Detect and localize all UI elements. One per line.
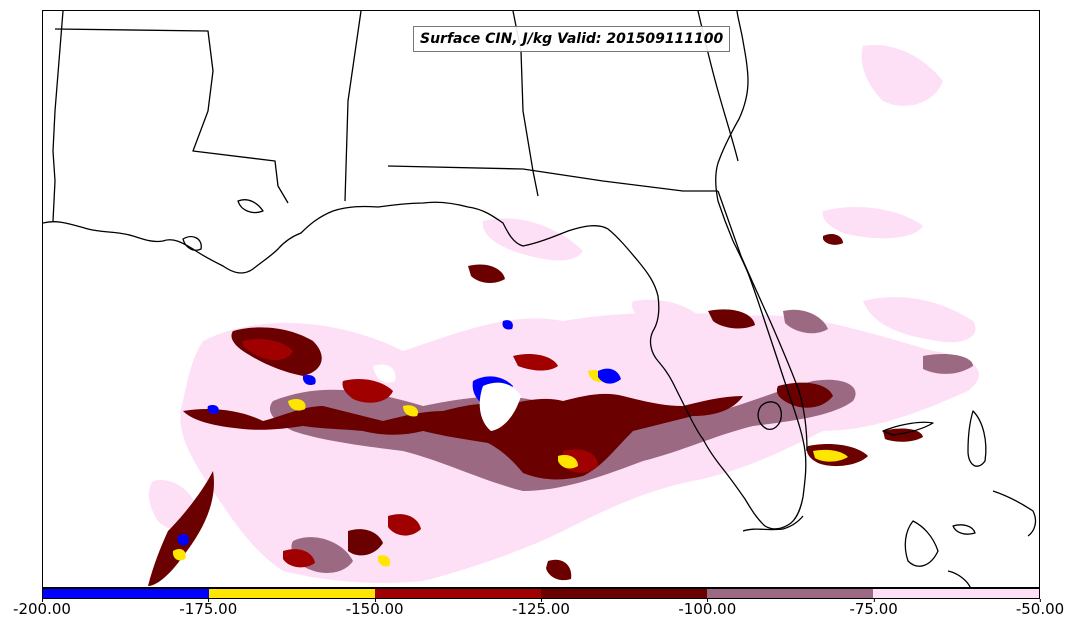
colorbar-tick-label: -50.00: [1015, 599, 1065, 618]
colorbar-tick-label: -75.00: [849, 599, 898, 618]
colorbar-tick-label: -150.00: [345, 599, 404, 618]
colorbar-tick-label: -175.00: [179, 599, 238, 618]
coastline-and-borders: [43, 11, 1037, 587]
colorbar-segment: [43, 589, 209, 598]
map-canvas: [43, 11, 1037, 587]
colorbar-tick-label: -125.00: [512, 599, 570, 618]
cin-fill-yellow: [172, 370, 848, 567]
cin-fill-red: [242, 339, 598, 568]
colorbar-segment: [707, 589, 873, 598]
colorbar-ticks: -200.00 -175.00 -150.00 -125.00 -100.00 -75.0…: [13, 599, 1064, 630]
colorbar: [42, 588, 1040, 599]
colorbar-tick-label: -200.00: [13, 599, 71, 618]
colorbar-segment: [375, 589, 541, 598]
cin-fill-light-pink: [148, 45, 980, 583]
colorbar-segment: [541, 589, 707, 598]
map-panel: Surface CIN, J/kg Valid: 201509111100: [42, 10, 1040, 588]
cin-white-holes: [373, 364, 521, 431]
colorbar-segment: [873, 589, 1039, 598]
map-title: Surface CIN, J/kg Valid: 201509111100: [413, 26, 731, 52]
colorbar-segment: [209, 589, 375, 598]
colorbar-tick-label: -100.00: [678, 599, 737, 618]
